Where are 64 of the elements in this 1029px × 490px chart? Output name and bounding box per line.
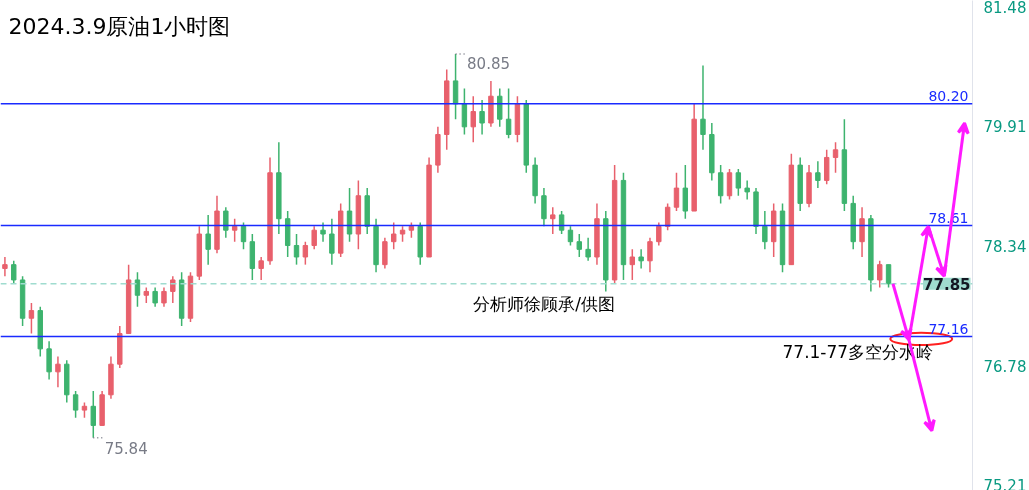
candlestick [46,340,52,381]
candlestick [391,221,397,251]
annotation: 分析师徐顾承/供图 [473,294,615,315]
candlestick [815,160,821,189]
candlestick [664,202,671,231]
candlestick [682,164,689,220]
candlestick [231,217,238,243]
y-tick-label: 75.21 [983,476,1027,490]
candlestick [656,221,662,247]
y-tick-label: 79.91 [983,118,1027,137]
candlestick [885,263,892,289]
candlestick [505,87,512,140]
y-tick-label: 76.78 [983,357,1027,376]
candlestick [877,260,883,289]
candlestick [293,233,300,266]
candlestick [223,206,229,239]
candlestick [152,286,158,308]
candlestick [638,248,644,270]
candlestick [382,237,388,270]
candlestick [541,187,547,228]
candlestick [72,390,79,419]
text: 2024.3.9原油1小时图 [8,13,231,39]
candlestick [479,99,485,136]
candlestick [629,248,636,281]
candlestick [673,172,680,212]
annotation: 75.84 [104,439,148,458]
candlestick [55,355,61,388]
ref-line-label: 77.85 [923,275,971,294]
ref-line-label: 80.20 [928,87,969,104]
candlestick [497,87,503,128]
candlestick [859,206,865,258]
candlestick [205,214,211,266]
candlestick [258,256,264,281]
candlestick [161,286,167,308]
candlestick [11,260,17,285]
candlestick [647,237,653,274]
candlestick [550,206,556,235]
candlestick [302,240,309,266]
annotation: 80.85 [467,55,511,74]
candlestick [311,225,317,251]
candlestick [240,221,247,251]
candlestick [823,149,830,185]
candlestick [329,217,335,266]
candlestick [567,225,574,247]
candlestick [28,302,35,335]
candlestick [832,141,839,174]
y-tick-label: 81.48 [983,0,1027,17]
candlestick [346,187,353,243]
candlestick [717,164,724,205]
candlestick [470,95,476,143]
candlestick [170,275,176,304]
candlestick [700,64,706,151]
y-tick-label: 78.34 [983,238,1027,257]
candlestick [576,233,582,258]
ref-line-label: 77.16 [928,320,969,337]
candlestick [2,256,8,277]
candlestick [762,210,768,251]
candlestick [134,271,141,308]
candlestick [744,179,750,201]
candlestick [320,221,326,243]
candlestick [585,237,591,262]
candlestick [726,168,733,201]
candlestick [90,390,96,439]
candlestick [735,168,742,197]
